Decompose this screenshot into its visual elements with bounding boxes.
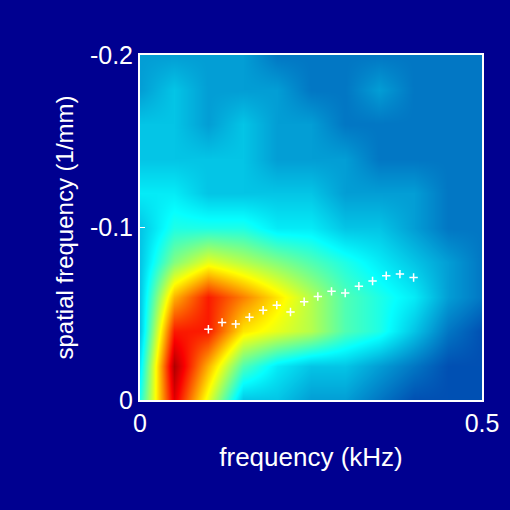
svg-text:-0.1: -0.1 [90,213,133,241]
svg-text:-0.2: -0.2 [90,41,133,69]
svg-text:spatial frequency (1/mm): spatial frequency (1/mm) [51,95,78,359]
svg-text:0: 0 [133,409,147,437]
svg-text:0.5: 0.5 [465,409,500,437]
svg-text:0: 0 [119,386,133,414]
svg-text:frequency (kHz): frequency (kHz) [219,442,403,472]
